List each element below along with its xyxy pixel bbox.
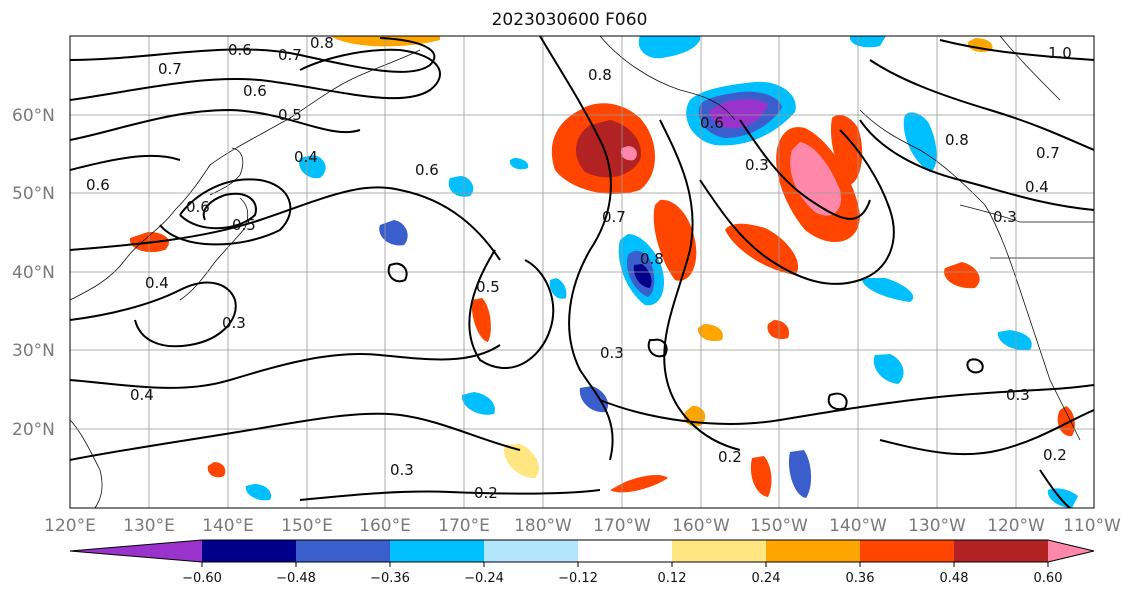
contour-label: 0.2: [474, 484, 498, 502]
contour-label: 0.7: [278, 46, 302, 64]
lat-tick-label: 50°N: [12, 184, 55, 204]
contour-label: 0.8: [310, 34, 334, 52]
latitude-axis: 60°N 50°N 40°N 30°N 20°N: [12, 106, 55, 440]
contour-label: 0.2: [1043, 446, 1067, 464]
contour-label: 0.3: [390, 461, 414, 479]
contour-label: 0.6: [243, 82, 267, 100]
colorbar-tick-label: 0.24: [752, 571, 781, 586]
contour-label: 0.5: [476, 278, 500, 296]
contour-label: 0.3: [1006, 386, 1030, 404]
lon-tick-label: 160°E: [359, 516, 411, 536]
shaded-field: [129, 36, 1078, 508]
lon-tick-label: 140°E: [202, 516, 254, 536]
colorbar-segment: [954, 540, 1049, 562]
colorbar-segment: [390, 540, 485, 562]
contour-label: 0.6: [186, 198, 210, 216]
contour-label: 0.4: [294, 148, 318, 166]
colorbar-tick-label: 0.36: [846, 571, 875, 586]
contour-label: 0.6: [415, 161, 439, 179]
colorbar-segment: [202, 540, 297, 562]
lon-tick-label: 140°W: [829, 516, 887, 536]
contour-label: 0.6: [228, 41, 252, 59]
colorbar-extend-low: [70, 540, 202, 562]
contour-label: 0.7: [158, 60, 182, 78]
graticule: [70, 36, 1094, 508]
lon-tick-label: 150°W: [750, 516, 808, 536]
contour-label: 0.8: [588, 66, 612, 84]
map-title: 2023030600 F060: [491, 10, 648, 30]
lon-tick-label: 110°W: [1063, 516, 1121, 536]
lat-tick-label: 40°N: [12, 263, 55, 283]
contour-label: 0.4: [1025, 178, 1049, 196]
lat-tick-label: 30°N: [12, 341, 55, 361]
contour-labels: 0.6 0.7 0.8 0.7 0.6 0.5 0.4 0.6 0.6 0.5 …: [86, 34, 1072, 502]
contour-label: 0.7: [602, 208, 626, 226]
contour-label: 0.3: [993, 208, 1017, 226]
colorbar-segment: [672, 540, 767, 562]
contour-label: 0.4: [145, 274, 169, 292]
colorbar-segment: [484, 540, 579, 562]
colorbar-segment: [296, 540, 391, 562]
contour-label: 0.8: [945, 131, 969, 149]
contour-label: 0.6: [86, 176, 110, 194]
contour-label: 0.2: [718, 448, 742, 466]
colorbar: −0.60 −0.48 −0.36 −0.24 −0.12 0.12 0.24 0.36 0.4…: [69, 539, 1095, 586]
colorbar-tick-label: −0.36: [370, 571, 410, 586]
colorbar-tick-label: −0.60: [182, 571, 222, 586]
lon-tick-label: 150°E: [281, 516, 333, 536]
colorbar-tick-label: 0.12: [658, 571, 687, 586]
colorbar-tick-label: −0.12: [558, 571, 598, 586]
contour-label: 0.3: [222, 314, 246, 332]
colorbar-segment: [766, 540, 861, 562]
colorbar-segment: [578, 540, 673, 562]
lon-tick-label: 130°W: [908, 516, 966, 536]
contour-lines: [70, 36, 1094, 508]
contour-line: [70, 37, 436, 73]
contour-label: 1.0: [1048, 44, 1072, 62]
lon-tick-label: 160°W: [672, 516, 730, 536]
colorbar-tick-label: −0.24: [464, 571, 504, 586]
colorbar-segment: [860, 540, 955, 562]
lon-tick-label: 170°W: [593, 516, 651, 536]
lat-tick-label: 60°N: [12, 106, 55, 126]
lon-tick-label: 170°E: [438, 516, 490, 536]
contour-label: 0.6: [700, 114, 724, 132]
lon-tick-label: 120°W: [987, 516, 1045, 536]
contour-label: 0.3: [745, 156, 769, 174]
colorbar-tick-label: −0.48: [276, 571, 316, 586]
contour-label: 0.7: [1036, 144, 1060, 162]
colorbar-extend-high: [1048, 540, 1094, 562]
colorbar-tick-label: 0.60: [1034, 571, 1063, 586]
contour-label: 0.3: [600, 344, 624, 362]
contour-label: 0.4: [130, 386, 154, 404]
lon-tick-label: 120°E: [44, 516, 96, 536]
coastlines: [70, 36, 1094, 508]
contour-label: 0.8: [640, 250, 664, 268]
map-frame: [69, 35, 1095, 509]
contour-label: 0.5: [278, 106, 302, 124]
colorbar-tick-label: 0.48: [940, 571, 969, 586]
lon-tick-label: 180°W: [514, 516, 572, 536]
longitude-axis: 120°E 130°E 140°E 150°E 160°E 170°E 180°…: [44, 516, 1121, 536]
contour-label: 0.5: [232, 216, 256, 234]
lat-tick-label: 20°N: [12, 420, 55, 440]
lon-tick-label: 130°E: [123, 516, 175, 536]
